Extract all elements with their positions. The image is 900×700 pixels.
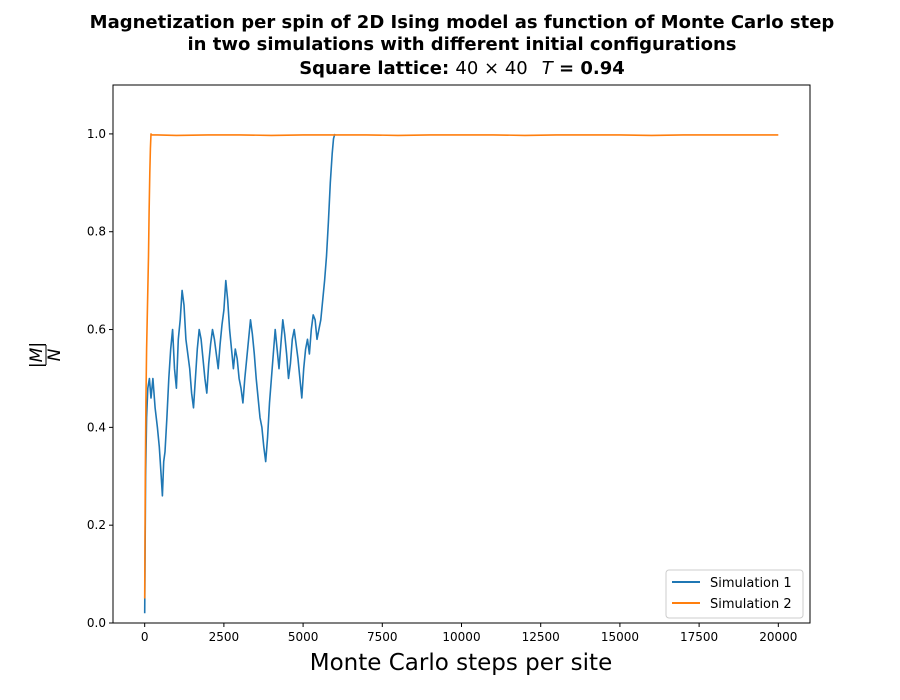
chart-title-line-1: Magnetization per spin of 2D Ising model…	[90, 12, 835, 33]
y-axis-ticks: 0.0 0.2 0.4 0.6 0.8 1.0	[87, 127, 113, 630]
subtitle-t-value: = 0.94	[553, 58, 625, 79]
legend-label-simulation-1: Simulation 1	[710, 576, 792, 591]
x-tick-label: 7500	[367, 630, 398, 644]
y-tick-label: 0.4	[87, 420, 106, 434]
legend: Simulation 1 Simulation 2	[665, 569, 804, 619]
x-axis-ticks: 0 2500 5000 7500 10000 12500 15000 17500 20000	[141, 623, 797, 644]
y-tick-label: 0.8	[87, 225, 106, 239]
x-tick-label: 15000	[601, 630, 639, 644]
x-tick-label: 0	[141, 630, 149, 644]
plot-frame	[112, 84, 811, 624]
y-axis-label-denominator: N	[45, 348, 65, 361]
chart-title-line-2: in two simulations with different initia…	[187, 34, 736, 55]
y-tick-label: 1.0	[87, 127, 106, 141]
plot-area	[112, 84, 811, 624]
x-tick-label: 5000	[288, 630, 319, 644]
subtitle-t-symbol: T	[542, 58, 555, 79]
series-line-1	[143, 133, 336, 614]
legend-box	[665, 569, 804, 619]
x-tick-label: 2500	[209, 630, 240, 644]
y-tick-label: 0.2	[87, 518, 106, 532]
y-tick-label: 0.6	[87, 323, 106, 337]
subtitle-prefix: Square lattice:	[299, 58, 455, 79]
y-axis-label-numerator: |M|	[27, 342, 47, 368]
y-axis-label: |M| N	[27, 342, 65, 368]
subtitle-lattice: 40 × 40	[455, 58, 527, 79]
x-tick-label: 17500	[680, 630, 718, 644]
legend-label-simulation-2: Simulation 2	[710, 597, 792, 612]
series-layer	[143, 133, 779, 614]
x-tick-label: 12500	[522, 630, 560, 644]
series-line-2	[143, 133, 779, 599]
x-tick-label: 10000	[442, 630, 480, 644]
y-tick-label: 0.0	[87, 616, 106, 630]
chart-subtitle: Square lattice: 40 × 40 T = 0.94	[299, 58, 625, 79]
x-axis-label: Monte Carlo steps per site	[310, 650, 612, 676]
x-tick-label: 20000	[759, 630, 797, 644]
